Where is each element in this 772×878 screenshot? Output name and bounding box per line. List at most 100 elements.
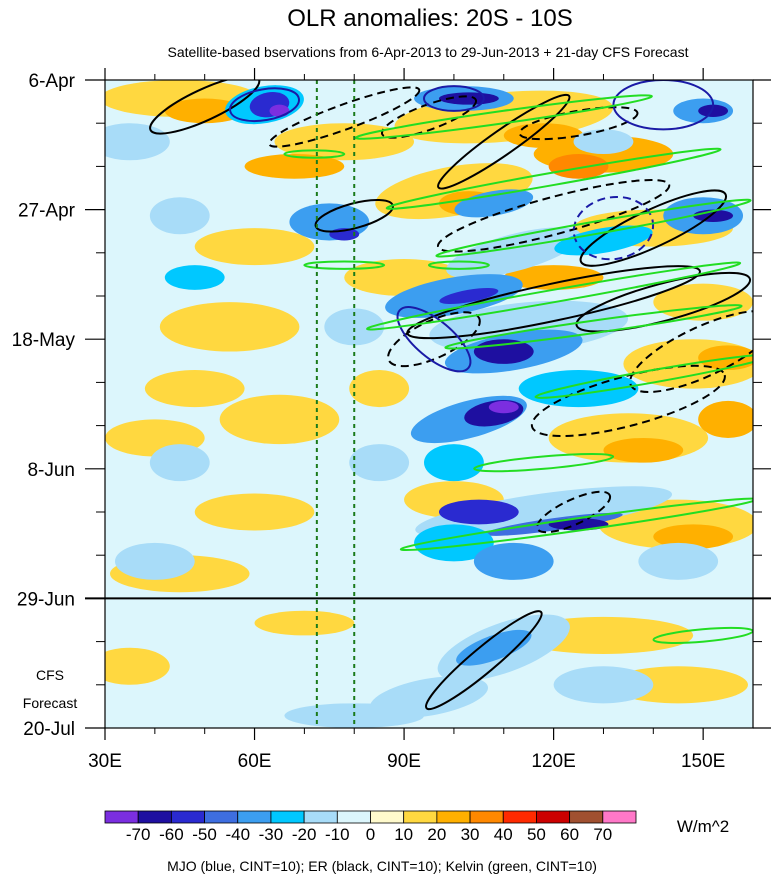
x-tick-label-1: 60E xyxy=(238,751,272,772)
erDash-contour-2 xyxy=(380,95,478,139)
y-tick-label-4: 29-Jun xyxy=(17,589,75,610)
forecast-label-line1: CFS xyxy=(36,667,64,683)
anomaly-shading xyxy=(105,80,753,728)
x-tick-label-4: 150E xyxy=(681,751,725,772)
erDash-contour-18 xyxy=(536,490,612,534)
y-tick-label-0: 6-Apr xyxy=(29,71,76,92)
plot-frame xyxy=(104,79,754,729)
y-tick-label-1: 27-Apr xyxy=(18,201,76,222)
erDash-contour-17 xyxy=(530,364,726,438)
colorbar-label-0: -70 xyxy=(126,825,151,844)
anomaly-blob-68 xyxy=(456,629,532,666)
colorbar-label-2: -50 xyxy=(192,825,217,844)
colorbar-label-12: 50 xyxy=(527,825,546,844)
colorbar-swatch-0 xyxy=(104,810,139,824)
anomaly-blob-33 xyxy=(349,370,410,408)
anomaly-blob-5 xyxy=(244,154,345,179)
kelvin-contour-27 xyxy=(473,452,615,473)
colorbar-label-11: 40 xyxy=(494,825,513,844)
contour-legend: MJO (blue, CINT=10); ER (black, CINT=10)… xyxy=(167,858,597,874)
colorbar-label-10: 30 xyxy=(461,825,480,844)
anomaly-blob-7 xyxy=(548,154,609,179)
erDash-contour-8 xyxy=(436,179,671,253)
anomaly-blob-13 xyxy=(159,302,300,352)
anomaly-blob-74 xyxy=(573,129,634,155)
y-axis: 6-Apr 27-Apr 18-May 8-Jun 29-Jun 20-Jul xyxy=(12,71,771,740)
anomaly-blob-75 xyxy=(349,444,410,482)
anomaly-blob-41 xyxy=(149,197,210,235)
anomaly-blob-22 xyxy=(653,524,734,550)
er-contour-4 xyxy=(437,93,571,190)
x-axis: 30E 60E 90E 120E 150E xyxy=(88,68,725,772)
forecast-label-line2: Forecast xyxy=(23,695,78,711)
mjoDash-contour-10 xyxy=(572,195,655,261)
colorbar-swatch-6 xyxy=(303,810,338,824)
erDash-contour-16 xyxy=(629,310,753,393)
colorbar-label-8: 10 xyxy=(394,825,413,844)
colorbar-swatch-13 xyxy=(536,810,571,824)
colorbar-swatch-4 xyxy=(237,810,272,824)
y-tick-label-2: 18-May xyxy=(12,330,76,351)
anomaly-blob-15 xyxy=(219,394,340,445)
anomaly-blob-31 xyxy=(503,265,604,290)
colorbar-label-1: -60 xyxy=(159,825,184,844)
anomaly-blob-45 xyxy=(454,189,534,218)
colorbar-swatch-10 xyxy=(436,810,471,824)
er-contour-9 xyxy=(579,189,728,267)
x-tick-label-0: 30E xyxy=(88,751,122,772)
plot-area xyxy=(105,80,753,728)
anomaly-blob-40 xyxy=(698,104,729,118)
colorbar-label-9: 20 xyxy=(427,825,446,844)
anomaly-blob-72 xyxy=(114,542,195,580)
erDash-contour-1 xyxy=(268,86,421,148)
colorbar-label-3: -40 xyxy=(225,825,250,844)
kelvin-contour-24 xyxy=(444,304,743,350)
anomaly-blob-30 xyxy=(698,400,753,438)
kelvin-contour-25 xyxy=(534,353,753,399)
colorbar-label-6: -10 xyxy=(325,825,350,844)
anomaly-blob-73 xyxy=(149,444,210,482)
anomaly-blob-47 xyxy=(554,225,653,256)
er-contour-19 xyxy=(425,610,543,711)
anomaly-blob-46 xyxy=(446,227,582,279)
mjo-contour-5 xyxy=(229,87,300,123)
anomaly-blob-77 xyxy=(105,123,170,161)
colorbar-label-14: 70 xyxy=(593,825,612,844)
colorbar-swatch-14 xyxy=(569,810,604,824)
colorbar-swatch-8 xyxy=(370,810,405,824)
colorbar-swatch-15 xyxy=(602,810,637,824)
anomaly-blob-26 xyxy=(254,610,355,636)
colorbar-swatch-2 xyxy=(170,810,205,824)
mjo-contour-6 xyxy=(612,80,715,131)
anomaly-blob-59 xyxy=(424,444,484,482)
anomaly-blob-66 xyxy=(638,542,719,580)
anomaly-blob-24 xyxy=(194,493,315,531)
anomaly-blob-14 xyxy=(144,370,245,408)
colorbar-swatch-12 xyxy=(502,810,537,824)
er-contour-15 xyxy=(575,271,752,333)
mjo-contour-7 xyxy=(423,85,485,112)
contour-overlays xyxy=(149,80,753,711)
anomaly-blob-57 xyxy=(488,400,519,414)
kelvin-contour-23 xyxy=(366,261,742,331)
chart-title: OLR anomalies: 20S - 10S xyxy=(287,5,572,32)
kelvin-contour-31 xyxy=(428,260,490,270)
kelvin-contour-20 xyxy=(354,94,653,140)
anomaly-blob-60 xyxy=(415,486,673,538)
colorbar: -70 -60 -50 -40 -30 -20 -10 0 10 20 30 40 50 60 70 xyxy=(104,810,637,844)
colorbar-label-4: -30 xyxy=(259,825,284,844)
anomaly-blob-29 xyxy=(105,647,170,685)
kelvin-contour-21 xyxy=(385,147,722,210)
anomaly-blob-11 xyxy=(194,228,315,266)
anomaly-blob-42 xyxy=(164,265,225,290)
kelvin-contour-22 xyxy=(435,198,752,258)
anomaly-blob-52 xyxy=(439,288,499,304)
anomaly-blob-76 xyxy=(324,308,385,346)
kelvin-contour-26 xyxy=(399,497,753,552)
colorbar-swatch-1 xyxy=(137,810,172,824)
chart-subtitle: Satellite-based bservations from 6-Apr-2… xyxy=(168,44,689,60)
reference-lines xyxy=(315,80,356,728)
erDash-contour-3 xyxy=(518,106,639,141)
anomaly-blob-71 xyxy=(553,666,654,704)
colorbar-label-5: -20 xyxy=(292,825,317,844)
